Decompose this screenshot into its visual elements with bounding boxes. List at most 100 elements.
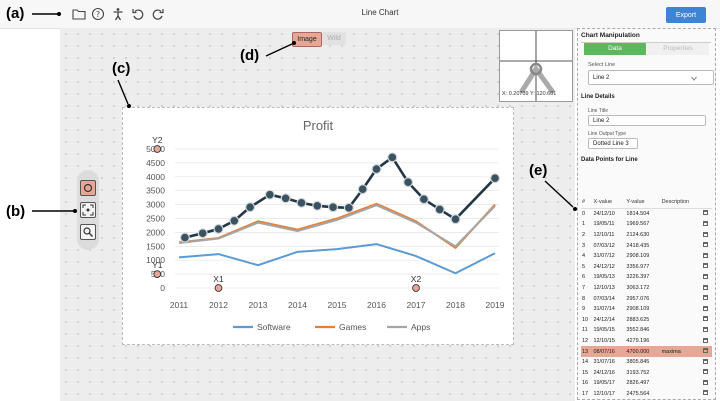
- x-value-cell[interactable]: 31/07/14: [593, 306, 615, 313]
- x-value-cell[interactable]: 24/12/12: [593, 263, 615, 270]
- data-point-marker[interactable]: [357, 184, 368, 195]
- delete-row-button[interactable]: [702, 272, 712, 283]
- data-point-marker[interactable]: [371, 164, 382, 175]
- data-point-marker[interactable]: [490, 173, 501, 184]
- y-value-cell[interactable]: 2124.630: [626, 232, 650, 239]
- delete-row-button[interactable]: [702, 389, 712, 399]
- axis-handle-y2[interactable]: [153, 145, 162, 153]
- x-value-cell[interactable]: 12/10/17: [593, 390, 615, 397]
- x-value-cell[interactable]: 12/10/15: [593, 338, 615, 345]
- y-value-cell[interactable]: 4700.000: [625, 346, 661, 357]
- accessibility-icon[interactable]: [111, 7, 125, 21]
- delete-row-button[interactable]: [702, 240, 712, 251]
- delete-row-button[interactable]: [702, 293, 712, 304]
- description-cell[interactable]: [661, 304, 703, 315]
- zoom-tool-button[interactable]: [80, 224, 96, 240]
- description-cell[interactable]: [661, 389, 703, 399]
- table-row[interactable]: 1 19/05/11 1969.567: [581, 219, 712, 230]
- table-row[interactable]: 5 24/12/12 3356.977: [581, 262, 712, 273]
- y-value-cell[interactable]: 2418.435: [626, 242, 650, 249]
- table-row[interactable]: 0 24/12/10 1814.504: [581, 208, 712, 219]
- data-point-marker[interactable]: [229, 215, 240, 226]
- x-value-cell[interactable]: 07/03/12: [593, 242, 615, 249]
- y-value-cell[interactable]: 4279.196: [626, 338, 650, 345]
- data-point-marker[interactable]: [312, 200, 323, 211]
- x-value-cell[interactable]: 24/12/10: [593, 210, 615, 217]
- data-point-marker[interactable]: [450, 214, 461, 225]
- y-value-cell[interactable]: 3063.172: [626, 285, 650, 292]
- data-point-marker[interactable]: [387, 152, 398, 163]
- delete-row-button[interactable]: [702, 336, 712, 347]
- folder-icon[interactable]: [72, 7, 86, 21]
- axis-handle-x1[interactable]: [214, 284, 223, 292]
- line-title-input[interactable]: Line 2: [588, 115, 706, 126]
- y-value-cell[interactable]: 2908.109: [626, 253, 650, 260]
- y-value-cell[interactable]: 3226.397: [626, 274, 650, 281]
- data-point-marker[interactable]: [213, 223, 224, 234]
- description-cell[interactable]: [661, 219, 703, 230]
- table-row[interactable]: 12 12/10/15 4279.196: [581, 336, 712, 347]
- description-cell[interactable]: [661, 208, 703, 219]
- axis-handle-y1[interactable]: [153, 270, 162, 278]
- x-value-cell[interactable]: 07/03/14: [593, 295, 615, 302]
- image-mode-button[interactable]: Image: [292, 32, 322, 47]
- delete-row-button[interactable]: [702, 304, 712, 315]
- data-point-marker[interactable]: [296, 197, 307, 208]
- y-value-cell[interactable]: 3193.752: [626, 369, 650, 376]
- description-cell[interactable]: [661, 325, 703, 336]
- y-value-cell[interactable]: 1969.567: [626, 221, 650, 228]
- line-output-type-select[interactable]: Dotted Line 3: [588, 138, 638, 149]
- x-value-cell[interactable]: 24/12/14: [593, 316, 615, 323]
- delete-row-button[interactable]: [702, 368, 712, 379]
- edited-line[interactable]: [184, 156, 496, 239]
- x-value-cell[interactable]: 19/05/11: [593, 221, 615, 228]
- description-cell[interactable]: [661, 251, 703, 262]
- description-cell[interactable]: [661, 293, 703, 304]
- delete-row-button[interactable]: [702, 230, 712, 241]
- axis-handle-x2[interactable]: [412, 284, 420, 292]
- redo-icon[interactable]: [151, 7, 165, 21]
- x-value-cell[interactable]: 31/07/12: [593, 253, 615, 260]
- y-value-cell[interactable]: 2908.109: [626, 306, 650, 313]
- delete-row-button[interactable]: [702, 357, 712, 368]
- delete-row-button[interactable]: [702, 346, 712, 357]
- data-point-marker[interactable]: [245, 202, 256, 213]
- table-row[interactable]: 2 12/10/11 2124.630: [581, 230, 712, 241]
- data-point-marker[interactable]: [418, 194, 429, 205]
- description-cell[interactable]: [661, 240, 703, 251]
- export-button[interactable]: Export: [666, 7, 706, 23]
- minimap[interactable]: X: 0.20739 Y: 120.601: [499, 30, 573, 102]
- x-value-cell[interactable]: 12/10/11: [593, 232, 615, 239]
- y-value-cell[interactable]: 2883.625: [626, 316, 650, 323]
- tab-properties[interactable]: Properties: [647, 43, 709, 55]
- x-value-cell[interactable]: 08/07/16: [592, 346, 626, 357]
- x-value-cell[interactable]: 24/12/16: [593, 369, 615, 376]
- help-icon[interactable]: ?: [91, 7, 105, 21]
- delete-row-button[interactable]: [702, 219, 712, 230]
- delete-row-button[interactable]: [702, 378, 712, 389]
- description-cell[interactable]: [661, 272, 703, 283]
- data-point-marker[interactable]: [403, 177, 414, 188]
- tab-data[interactable]: Data: [584, 43, 646, 55]
- select-line-dropdown[interactable]: Line 2: [588, 70, 714, 85]
- table-row[interactable]: 6 19/05/13 3226.397: [581, 272, 712, 283]
- y-value-cell[interactable]: 1814.504: [626, 210, 650, 217]
- delete-row-button[interactable]: [702, 315, 712, 326]
- undo-icon[interactable]: [131, 7, 145, 21]
- data-point-marker[interactable]: [328, 202, 339, 213]
- delete-row-button[interactable]: [702, 283, 712, 294]
- y-value-cell[interactable]: 3356.977: [626, 263, 650, 270]
- data-point-marker[interactable]: [343, 202, 354, 213]
- description-cell[interactable]: [661, 230, 703, 241]
- x-value-cell[interactable]: 19/05/15: [593, 327, 615, 334]
- description-cell[interactable]: [661, 315, 703, 326]
- delete-row-button[interactable]: [702, 208, 712, 219]
- fit-view-tool-button[interactable]: [80, 202, 96, 218]
- target-tool-button[interactable]: [80, 180, 96, 196]
- delete-row-button[interactable]: [702, 251, 712, 262]
- data-point-marker[interactable]: [434, 204, 445, 215]
- table-row[interactable]: 15 24/12/16 3193.752: [581, 368, 712, 379]
- description-cell[interactable]: [661, 336, 703, 347]
- delete-row-button[interactable]: [702, 262, 712, 273]
- data-point-marker[interactable]: [179, 232, 190, 243]
